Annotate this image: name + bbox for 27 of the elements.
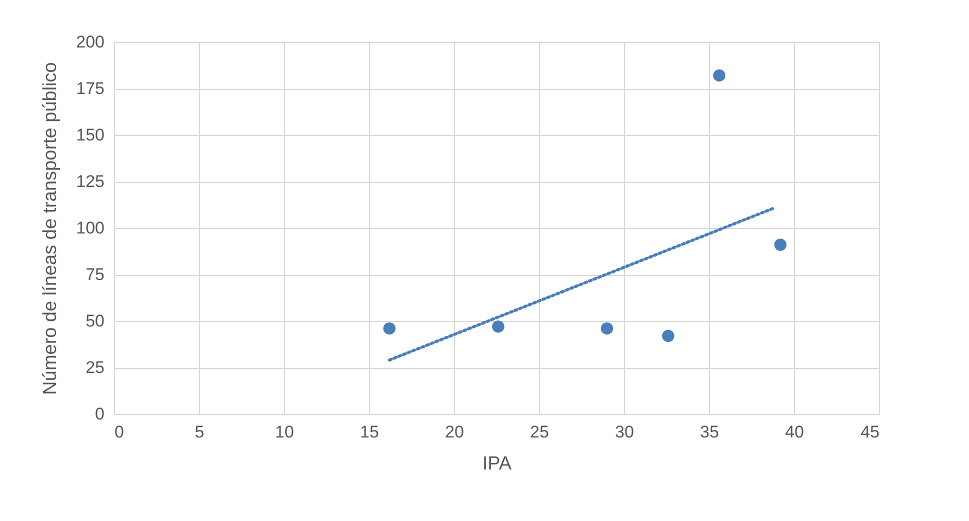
x-tick-label: 35 bbox=[700, 422, 719, 442]
point bbox=[492, 320, 504, 333]
x-tick-label: 45 bbox=[860, 422, 880, 442]
point bbox=[774, 238, 787, 251]
y-tick-label: 100 bbox=[76, 218, 104, 238]
x-tick-label: 25 bbox=[530, 422, 549, 442]
y-tick-label: 75 bbox=[86, 265, 104, 284]
y-tick-label: 175 bbox=[76, 79, 104, 98]
x-tick-label: 0 bbox=[114, 422, 124, 442]
x-tick-label: 10 bbox=[275, 422, 294, 442]
x-tick-label: 40 bbox=[785, 422, 804, 442]
y-tick-label: 0 bbox=[95, 404, 104, 424]
y-tick-label: 150 bbox=[76, 126, 104, 144]
x-tick-label: 30 bbox=[615, 422, 634, 442]
point bbox=[383, 322, 396, 335]
x-tick-label: 5 bbox=[194, 422, 204, 442]
y-tick-label: 25 bbox=[86, 358, 104, 377]
x-tick-label: 15 bbox=[360, 422, 379, 442]
y-tick-label: 125 bbox=[76, 172, 104, 191]
x-axis-title: IPA bbox=[482, 454, 512, 474]
point bbox=[600, 322, 614, 335]
y-tick-label: 200 bbox=[76, 32, 104, 52]
x-tick-label: 20 bbox=[445, 422, 464, 442]
y-tick-label: 50 bbox=[86, 312, 104, 330]
point bbox=[713, 69, 726, 82]
point bbox=[662, 330, 674, 342]
y-axis-title: Número de líneas de transporte público bbox=[40, 62, 62, 395]
